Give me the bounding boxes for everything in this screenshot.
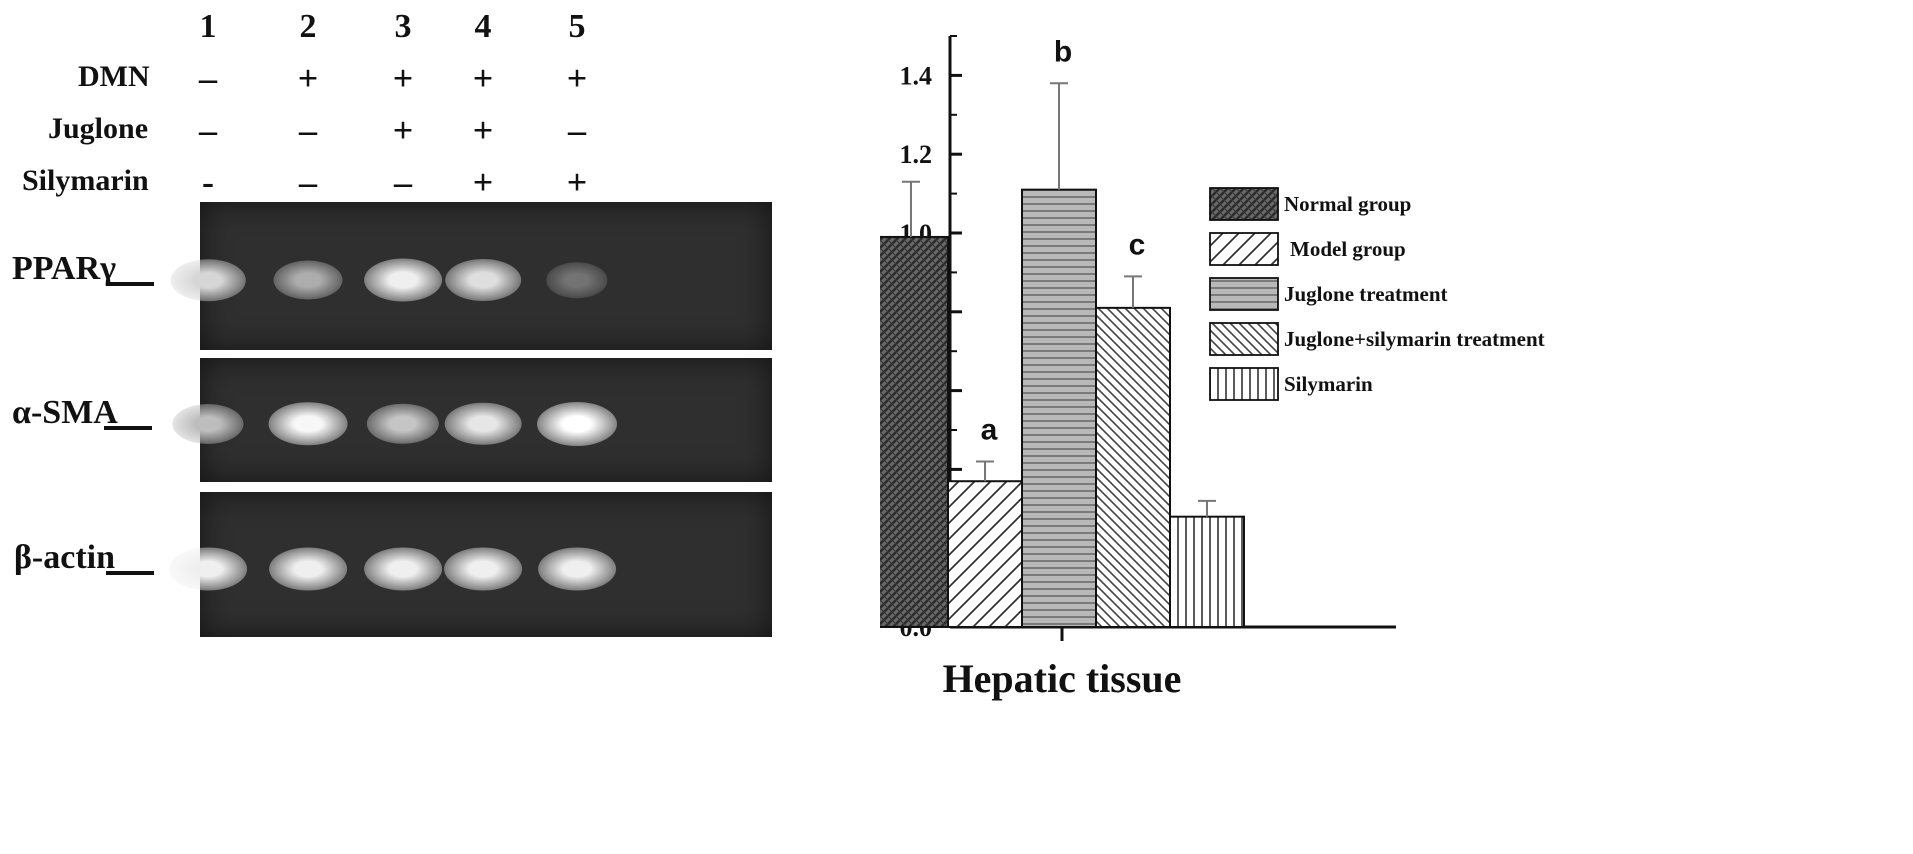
gel-band (364, 547, 442, 591)
gel-band (445, 259, 521, 302)
legend-swatch (1209, 277, 1279, 311)
y-tick-label: 1.4 (900, 61, 933, 90)
gel-row-label: α-SMA (12, 393, 118, 431)
lane-number: 2 (299, 8, 317, 45)
condition-sign: – (299, 162, 317, 202)
legend-label: Model group (1290, 237, 1406, 261)
gel-row-label: PPARγ (12, 250, 117, 288)
gel-band (268, 401, 348, 446)
lane-number: 4 (474, 8, 492, 45)
bar-chart-panel: 0.00.20.40.60.81.01.21.4Relative PPARγ m… (835, 0, 1913, 849)
condition-sign: + (472, 162, 494, 202)
gel-band (364, 258, 442, 302)
condition-sign: + (472, 58, 494, 98)
gel-figure: 1 2 3 4 5 DMN – + + + + Juglone – – + + – Silymarin - – – + + P… (0, 0, 800, 849)
legend-label: Juglone treatment (1284, 282, 1448, 306)
condition-sign: – (394, 162, 412, 202)
condition-sign: – (199, 110, 217, 150)
gel-row-label: β-actin (14, 538, 116, 576)
condition-sign: + (472, 110, 494, 150)
bar (873, 235, 949, 628)
condition-label: Juglone (48, 112, 149, 145)
condition-sign: + (392, 58, 414, 98)
y-tick-label: 1.2 (900, 140, 933, 169)
bar-annotation: a (981, 414, 998, 447)
lane-number: 5 (568, 8, 586, 45)
legend-label: Silymarin (1284, 372, 1373, 396)
gel-band (444, 402, 522, 445)
gel-band (172, 403, 244, 444)
bar (1169, 515, 1245, 628)
condition-sign: – (199, 58, 217, 98)
bar-annotation: c (1129, 228, 1146, 261)
condition-sign: + (297, 58, 319, 98)
legend-swatch (1209, 232, 1279, 266)
gel-band (537, 401, 617, 446)
x-axis-label: Hepatic tissue (943, 656, 1182, 701)
gel-band (366, 403, 440, 444)
gel-band (273, 260, 343, 300)
bar-chart: 0.00.20.40.60.81.01.21.4Relative PPARγ m… (835, 35, 1545, 701)
gel-band (538, 547, 616, 591)
condition-label: Silymarin (22, 164, 149, 197)
condition-sign: + (566, 162, 588, 202)
lane-number: 1 (199, 8, 217, 45)
gel-label-line (104, 425, 152, 430)
gel-band (169, 547, 247, 591)
gel-band (444, 547, 522, 591)
legend-label: Juglone+silymarin treatment (1284, 327, 1545, 351)
bar (1095, 306, 1171, 628)
bar-annotation: b (1054, 35, 1072, 68)
condition-sign: – (299, 110, 317, 150)
legend-label: Normal group (1284, 192, 1411, 216)
condition-sign: - (202, 162, 214, 202)
gel-band (546, 262, 608, 299)
bar (947, 480, 1023, 628)
lane-number: 3 (394, 8, 412, 45)
gel-band (269, 547, 347, 591)
bar (1021, 188, 1097, 628)
legend-swatch (1209, 187, 1279, 221)
gel-label-line (106, 570, 154, 575)
condition-sign: + (392, 110, 414, 150)
gel-band (170, 259, 246, 302)
condition-sign: – (568, 110, 586, 150)
legend-swatch (1209, 322, 1279, 356)
gel-label-line (106, 282, 154, 287)
condition-label: DMN (78, 60, 150, 93)
condition-sign: + (566, 58, 588, 98)
legend-swatch (1209, 367, 1279, 401)
